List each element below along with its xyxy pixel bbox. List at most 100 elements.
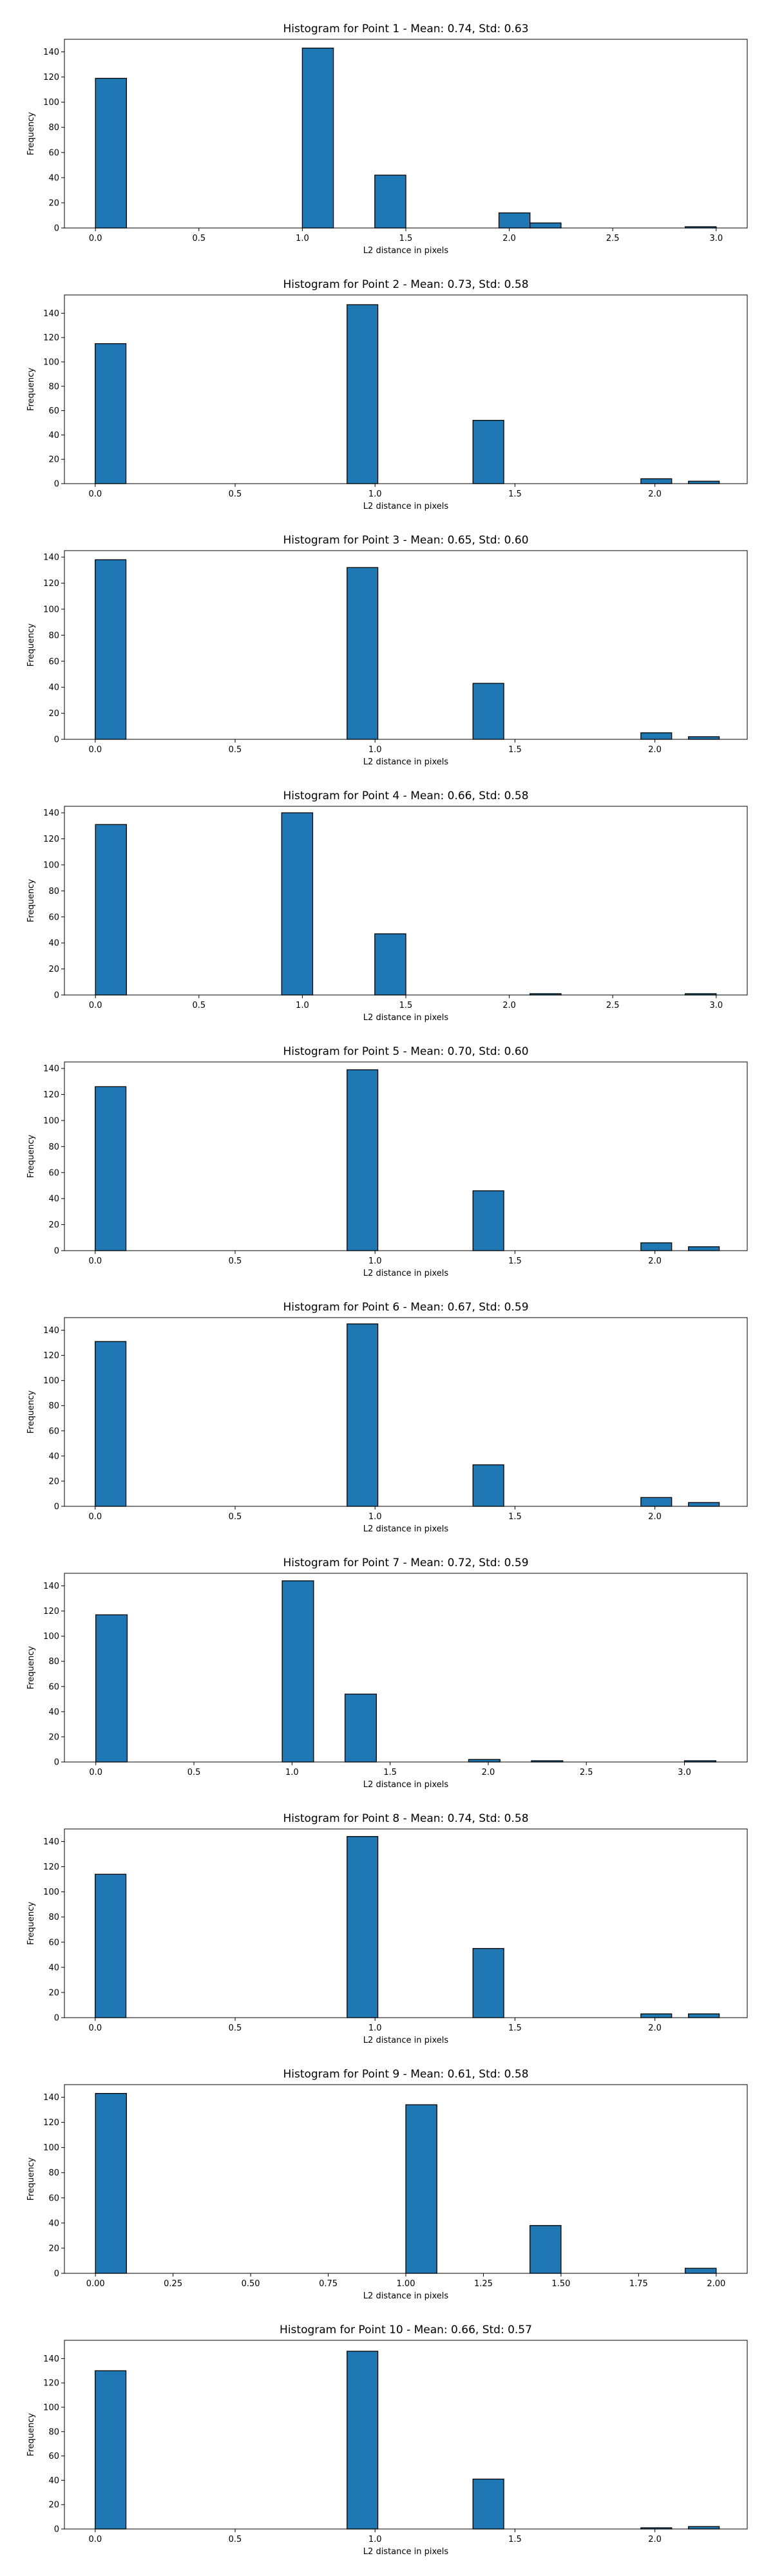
y-tick-label: 60 [48, 1682, 59, 1692]
x-tick-label: 1.5 [383, 1768, 397, 1777]
y-tick-label: 60 [48, 913, 59, 922]
chart-1: Histogram for Point 1 - Mean: 0.74, Std:… [26, 23, 748, 256]
y-tick-label: 40 [48, 2219, 59, 2228]
x-tick-label: 1.5 [508, 2535, 522, 2544]
x-tick-label: 1.5 [399, 1001, 413, 1010]
y-tick-label: 100 [43, 2143, 59, 2153]
y-tick-label: 60 [48, 1426, 59, 1436]
chart-title: Histogram for Point 10 - Mean: 0.66, Std… [280, 2324, 532, 2336]
chart-title: Histogram for Point 2 - Mean: 0.73, Std:… [283, 278, 528, 291]
x-tick-label: 0.75 [319, 2279, 338, 2289]
chart-6: Histogram for Point 6 - Mean: 0.67, Std:… [26, 1301, 748, 1534]
y-tick-label: 60 [48, 657, 59, 667]
histogram-bar [472, 683, 504, 740]
y-tick-label: 40 [48, 431, 59, 440]
y-tick-label: 20 [48, 1477, 59, 1486]
histogram-bar [688, 2526, 720, 2530]
y-tick-label: 60 [48, 148, 59, 158]
x-tick-label: 2.00 [707, 2279, 725, 2289]
chart-3: Histogram for Point 3 - Mean: 0.65, Std:… [26, 534, 748, 767]
y-axis-label: Frequency [26, 2413, 36, 2456]
x-tick-label: 1.0 [368, 1256, 382, 1266]
y-axis-label: Frequency [26, 1390, 36, 1434]
x-tick-label: 1.25 [474, 2279, 493, 2289]
x-axis-label: L2 distance in pixels [363, 1269, 449, 1278]
histogram-bar [640, 478, 673, 484]
x-tick-label: 0.5 [187, 1768, 201, 1777]
axes-frame [64, 1317, 748, 1507]
y-tick-label: 0 [54, 2525, 59, 2535]
y-tick-label: 40 [48, 1452, 59, 1461]
histogram-bar [472, 1464, 504, 1507]
y-tick-label: 80 [48, 887, 59, 896]
y-tick-label: 100 [43, 860, 59, 870]
y-tick-label: 140 [43, 1837, 59, 1847]
x-tick-label: 2.0 [648, 745, 662, 755]
y-axis-label: Frequency [26, 1135, 36, 1178]
y-tick-label: 140 [43, 553, 59, 563]
axes-frame [64, 1828, 748, 2018]
y-tick-label: 40 [48, 1195, 59, 1204]
histogram-bar [688, 2013, 720, 2018]
y-tick-label: 120 [43, 579, 59, 589]
x-tick-label: 2.5 [580, 1768, 593, 1777]
x-tick-label: 0.25 [164, 2279, 182, 2289]
y-axis-label: Frequency [26, 1902, 36, 1945]
axes-frame [64, 1573, 748, 1763]
y-tick-label: 40 [48, 1963, 59, 1973]
histogram-bar [95, 343, 127, 484]
y-tick-label: 140 [43, 48, 59, 57]
histogram-bar [95, 559, 127, 740]
chart-7: Histogram for Point 7 - Mean: 0.72, Std:… [26, 1557, 748, 1790]
x-tick-label: 0.0 [89, 234, 102, 243]
x-tick-label: 1.5 [508, 2023, 522, 2033]
x-tick-label: 0.50 [242, 2279, 260, 2289]
chart-title: Histogram for Point 5 - Mean: 0.70, Std:… [283, 1045, 528, 1058]
x-tick-label: 2.0 [648, 1256, 662, 1266]
x-axis-label: L2 distance in pixels [363, 2036, 449, 2045]
histogram-bar [344, 1693, 377, 1763]
histogram-bar [95, 824, 128, 996]
histogram-bar [347, 567, 379, 740]
x-axis-label: L2 distance in pixels [363, 1524, 449, 1534]
x-tick-label: 2.0 [502, 234, 516, 243]
y-axis-label: Frequency [26, 112, 36, 155]
y-tick-label: 80 [48, 1913, 59, 1922]
y-tick-label: 80 [48, 1401, 59, 1411]
y-tick-label: 20 [48, 2244, 59, 2253]
x-tick-label: 3.0 [678, 1768, 691, 1777]
y-tick-label: 20 [48, 1988, 59, 1998]
y-tick-label: 140 [43, 1582, 59, 1591]
x-tick-label: 1.0 [368, 1512, 382, 1522]
y-axis-label: Frequency [26, 1646, 36, 1689]
x-tick-label: 1.0 [296, 1001, 309, 1010]
x-axis-label: L2 distance in pixels [363, 1780, 449, 1790]
y-tick-label: 120 [43, 334, 59, 343]
x-tick-label: 3.0 [709, 234, 723, 243]
y-tick-label: 0 [54, 480, 59, 489]
y-tick-label: 100 [43, 1376, 59, 1386]
x-tick-label: 2.0 [648, 489, 662, 499]
x-tick-label: 1.0 [296, 234, 309, 243]
histogram-bar [530, 222, 562, 229]
axes-frame [64, 2340, 748, 2530]
axes-frame [64, 1061, 748, 1251]
x-tick-label: 0.0 [88, 2535, 102, 2544]
x-tick-label: 2.0 [502, 1001, 516, 1010]
chart-title: Histogram for Point 7 - Mean: 0.72, Std:… [283, 1557, 528, 1569]
histogram-bar [640, 1497, 673, 1507]
x-tick-label: 0.5 [229, 2023, 242, 2033]
x-tick-label: 1.5 [508, 489, 522, 499]
y-tick-label: 140 [43, 1065, 59, 1074]
y-tick-label: 120 [43, 835, 59, 844]
histogram-bar [472, 2478, 504, 2530]
y-tick-label: 100 [43, 1888, 59, 1897]
x-tick-label: 2.5 [606, 1001, 620, 1010]
y-tick-label: 20 [48, 2501, 59, 2510]
y-tick-label: 40 [48, 1707, 59, 1717]
y-tick-label: 80 [48, 1142, 59, 1152]
x-tick-label: 0.5 [229, 489, 242, 499]
histogram-bar [688, 1246, 720, 1251]
y-tick-label: 0 [54, 224, 59, 234]
y-tick-label: 40 [48, 939, 59, 949]
